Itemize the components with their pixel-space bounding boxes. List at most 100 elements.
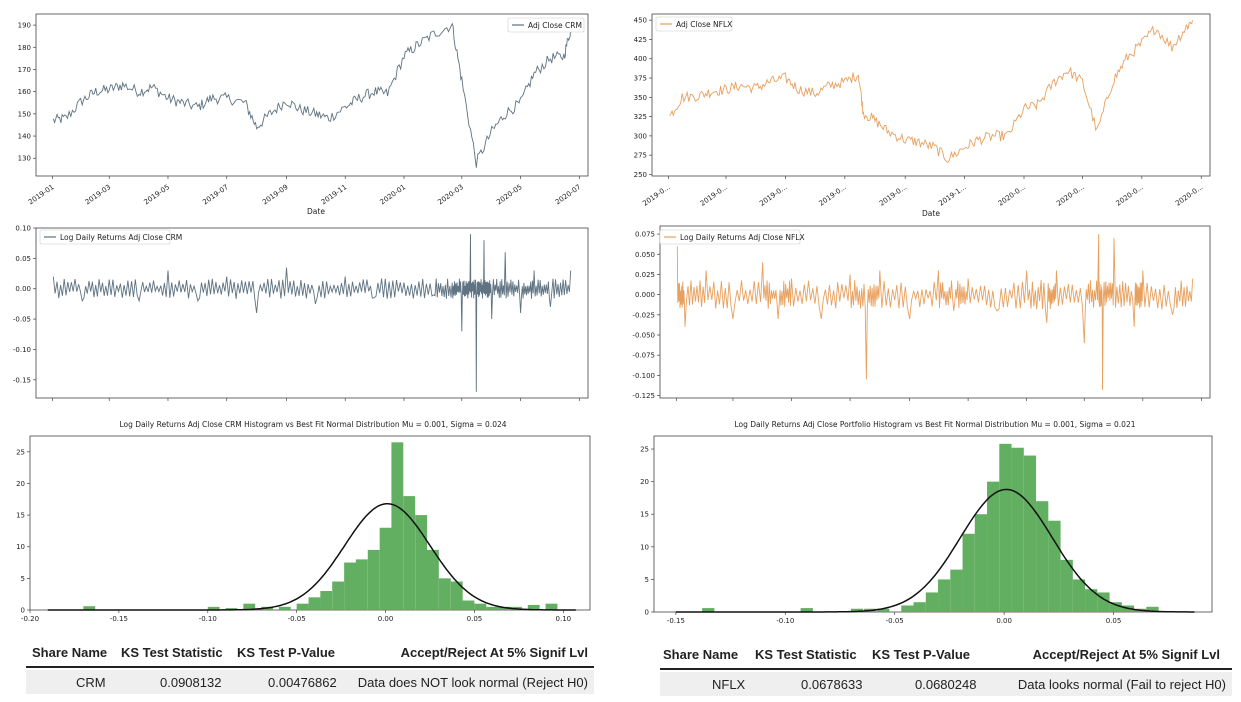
y-tick-label: 150 (18, 110, 31, 118)
y-tick-label: 450 (634, 17, 647, 25)
crm-histogram-chart: 0 5 10 15 20 25 -0.20 -0.15 -0.10 -0.05 0.00 0.05 0.… (0, 412, 600, 627)
crm-price-chart: 130 140 150 160 170 180 190 2019-01 2019-03 2019-… (0, 0, 600, 222)
histogram-bar (438, 578, 451, 610)
x-tick-label: 2020-0... (1055, 183, 1085, 208)
y-tick-label: 275 (634, 152, 647, 160)
y-tick-label: 25 (16, 448, 25, 456)
x-tick-label: 0.05 (467, 615, 483, 623)
y-tick-label: 15 (16, 512, 25, 520)
y-tick-label: 20 (640, 478, 649, 486)
y-tick-label: 0 (21, 607, 25, 615)
y-tick-label: 0.000 (635, 291, 655, 299)
y-tick-label: 0.075 (635, 231, 655, 239)
x-tick-label: 2019-0... (818, 183, 848, 208)
histogram-bar (901, 605, 914, 612)
plot-frame (653, 435, 1213, 613)
y-tick-label: 0 (645, 609, 649, 617)
y-tick-label: -0.05 (13, 316, 31, 324)
header-ks-p-value: KS Test P-Value (237, 645, 336, 660)
crm-ks-table: Share Name KS Test Statistic KS Test P-V… (26, 640, 594, 696)
y-tick-label: 400 (634, 55, 647, 63)
y-tick-label: 25 (640, 446, 649, 454)
nflx-returns-chart: -0.125 -0.100 -0.075 -0.050 -0.025 0.000 0.025… (620, 222, 1241, 412)
header-ks-p-value: KS Test P-Value (872, 647, 971, 662)
legend-label: Log Daily Returns Adj Close NFLX (680, 233, 805, 242)
histogram-bar (1085, 589, 1098, 612)
histogram-bar (474, 603, 487, 610)
x-tick-label: -0.05 (288, 615, 306, 623)
x-tick-label: 2019-1... (937, 183, 967, 208)
histogram-bar (308, 597, 321, 610)
x-tick-label: 0.05 (1106, 617, 1122, 625)
histogram-bar (925, 592, 939, 612)
plot-frame (659, 225, 1211, 399)
x-axis-label: Date (307, 207, 325, 216)
histogram-bar (355, 559, 368, 610)
x-axis-label: Date (922, 209, 940, 218)
y-tick-label: -0.025 (632, 311, 655, 319)
legend-box (655, 16, 733, 32)
x-tick-label: 2019-05 (143, 183, 172, 206)
legend-label: Log Daily Returns Adj Close CRM (60, 233, 182, 242)
histogram-bar (403, 496, 416, 610)
histogram-bar (1036, 501, 1049, 612)
table-row: CRM 0.0908132 0.00476862 Data does NOT l… (26, 670, 594, 694)
histogram-bar (999, 443, 1012, 612)
y-tick-label: 300 (634, 132, 647, 140)
x-tick-label: 2019-11 (320, 183, 349, 206)
nflx-returns-line (676, 234, 1194, 390)
y-tick-label: 160 (18, 88, 31, 96)
x-tick-label: 0.00 (378, 615, 394, 623)
crm-price-svg: 130 140 150 160 170 180 190 2019-01 2019-03 2019-… (18, 13, 589, 216)
y-tick-label: -0.10 (13, 346, 31, 354)
plot-frame (35, 227, 589, 399)
x-tick-label: 2019-07 (201, 183, 230, 206)
y-tick-label: 0.05 (15, 255, 31, 263)
histogram-bar (987, 481, 1000, 612)
y-tick-label: 0.050 (635, 251, 655, 259)
x-tick-label: 2020-0... (1115, 183, 1145, 208)
histogram-bar (974, 514, 988, 612)
histogram-bar (296, 603, 309, 610)
histogram-bar (877, 608, 890, 612)
x-tick-label: 2019-0... (699, 183, 729, 208)
x-tick-label: -0.15 (667, 617, 685, 625)
x-tick-label: 2019-0... (878, 183, 908, 208)
y-tick-label: 170 (18, 66, 31, 74)
histogram-bar (498, 606, 510, 610)
y-tick-label: -0.125 (632, 392, 655, 400)
histogram-bar (702, 608, 715, 612)
x-tick-label: 0.00 (996, 617, 1012, 625)
y-tick-label: 0.025 (635, 271, 655, 279)
y-tick-label: 250 (634, 171, 647, 179)
y-tick-label: 130 (18, 155, 31, 163)
histogram-bar (426, 549, 439, 610)
x-tick-label: 2020-01 (379, 183, 408, 206)
y-tick-label: 0.10 (15, 225, 31, 233)
table-header: Share Name KS Test Statistic KS Test P-V… (26, 640, 594, 668)
x-tick-label: 2020-0... (1174, 183, 1204, 208)
histogram-bar (391, 442, 404, 610)
cell-share-name: NFLX (712, 677, 746, 692)
y-tick-label: 140 (18, 133, 31, 141)
y-tick-label: -0.050 (632, 332, 655, 340)
x-tick-label: 2019-03 (84, 183, 113, 206)
y-tick-label: 190 (18, 22, 31, 30)
cell-share-name: CRM (76, 675, 106, 690)
y-tick-label: 425 (634, 36, 647, 44)
header-accept-reject: Accept/Reject At 5% Signif Lvl (400, 645, 588, 660)
crm-returns-line (52, 234, 572, 392)
histogram-bar (450, 581, 463, 610)
legend-box (39, 229, 171, 245)
y-tick-label: 0.00 (15, 285, 31, 293)
histogram-bar (545, 603, 558, 610)
histogram-bar (379, 527, 392, 610)
histogram-bar (225, 608, 238, 610)
table-header: Share Name KS Test Statistic KS Test P-V… (660, 642, 1232, 670)
y-tick-label: -0.075 (632, 352, 655, 360)
nflx-returns-svg: -0.125 -0.100 -0.075 -0.050 -0.025 0.000 0.025… (632, 225, 1211, 401)
chart-title: Log Daily Returns Adj Close CRM Histogra… (119, 420, 506, 429)
legend-label: Adj Close NFLX (676, 20, 732, 29)
nflx-price-chart: 250 275 300 325 350 375 400 425 450 2019-0... 2019… (620, 0, 1241, 222)
histogram-bar (527, 604, 540, 610)
